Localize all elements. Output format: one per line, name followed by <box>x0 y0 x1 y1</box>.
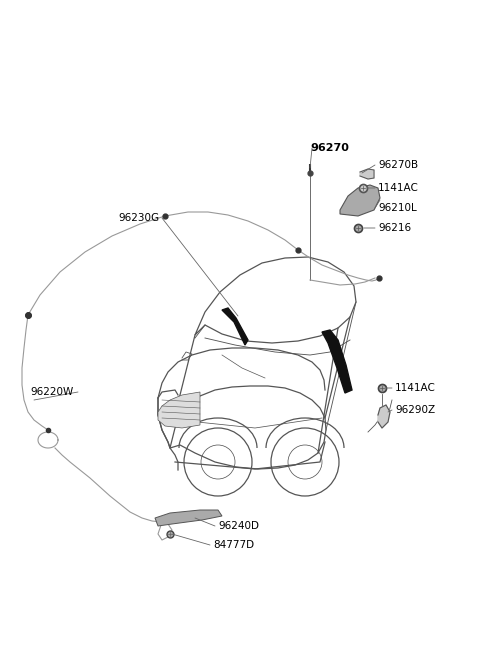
Text: 96270B: 96270B <box>378 160 418 170</box>
Text: 96216: 96216 <box>378 223 411 233</box>
Text: 96210L: 96210L <box>378 203 417 213</box>
Text: 96270: 96270 <box>310 143 349 153</box>
Text: 1141AC: 1141AC <box>395 383 436 393</box>
Text: 96240D: 96240D <box>218 521 259 531</box>
Text: 96290Z: 96290Z <box>395 405 435 415</box>
Polygon shape <box>340 185 380 216</box>
Text: 96220W: 96220W <box>30 387 73 397</box>
Polygon shape <box>322 330 352 393</box>
Polygon shape <box>158 392 200 428</box>
Text: 84777D: 84777D <box>213 540 254 550</box>
Polygon shape <box>222 308 248 345</box>
Polygon shape <box>360 169 374 179</box>
Text: 1141AC: 1141AC <box>378 183 419 193</box>
Text: 96230G: 96230G <box>118 213 159 223</box>
Polygon shape <box>378 405 390 428</box>
Polygon shape <box>155 510 222 526</box>
